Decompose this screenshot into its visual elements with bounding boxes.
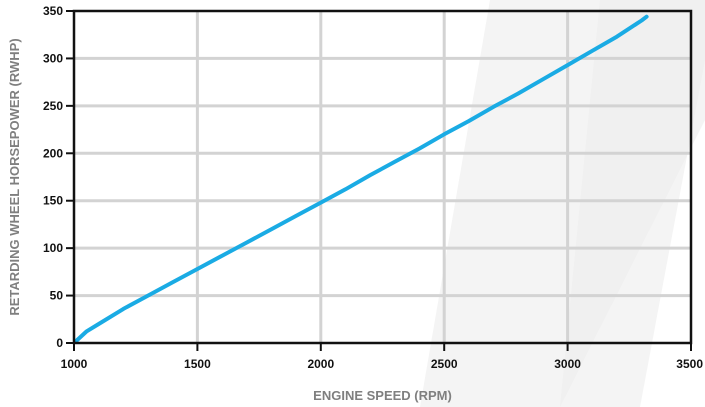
y-tick-label-6: 300 [43,51,63,65]
y-tick-label-7: 350 [43,4,63,18]
x-tick-label-0: 1000 [61,357,88,371]
y-tick-label-3: 150 [43,194,63,208]
x-axis-title: ENGINE SPEED (RPM) [313,388,452,403]
series-line-0 [74,14,649,344]
x-tick-label-4: 3000 [554,357,581,371]
axes [66,9,693,351]
series-layer [74,14,649,344]
x-tick-label-1: 1500 [184,357,211,371]
x-tick-label-3: 2500 [431,357,458,371]
plot-frame [72,9,693,345]
y-axis-title: RETARDING WHEEL HORSEPOWER (RWHP) [7,38,22,315]
y-tick-label-4: 200 [43,146,63,160]
tick-labels: 0 50 100 150 200 250 300 350 1000 1500 2000 2500 300… [43,4,703,371]
grid [74,11,691,343]
x-tick-label-2: 2000 [307,357,334,371]
background-decoration [420,0,705,407]
y-tick-label-5: 250 [43,99,63,113]
y-tick-label-2: 100 [43,241,63,255]
y-tick-label-0: 0 [56,336,63,350]
y-tick-label-1: 50 [50,289,64,303]
x-tick-label-5: 3500 [676,357,703,371]
